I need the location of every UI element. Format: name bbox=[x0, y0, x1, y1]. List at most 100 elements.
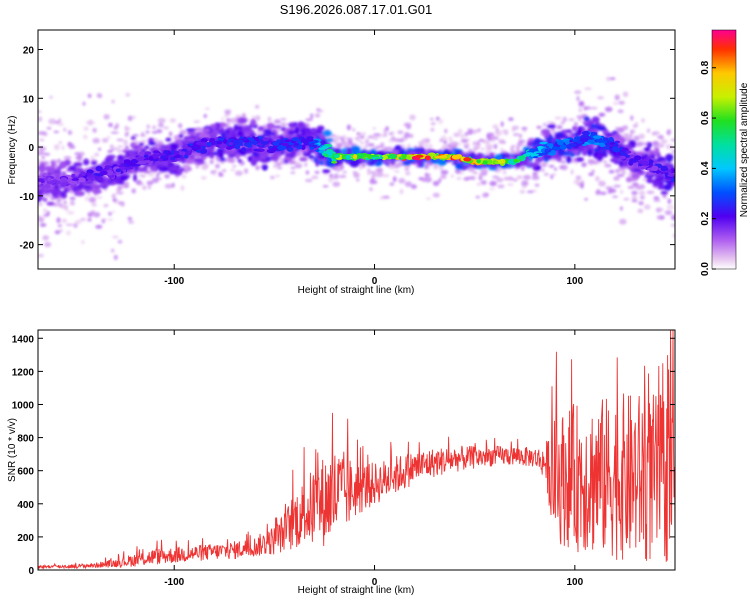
speckle bbox=[151, 125, 157, 130]
speckle bbox=[615, 168, 621, 174]
ridge-blob bbox=[353, 154, 358, 160]
speckle bbox=[365, 138, 370, 145]
spectrogram-ylabel: Frequency (Hz) bbox=[7, 116, 18, 185]
snr-xtick-label: 100 bbox=[566, 577, 583, 588]
speckle bbox=[107, 135, 111, 140]
speckle bbox=[103, 203, 108, 208]
cloud-blob bbox=[382, 159, 392, 163]
snr-xlabel: Height of straight line (km) bbox=[298, 585, 415, 596]
cloud-blob bbox=[349, 159, 360, 167]
speckle bbox=[335, 174, 339, 178]
speckle bbox=[359, 141, 365, 145]
ridge-blob bbox=[651, 165, 659, 172]
spectrogram-ytick-label: -10 bbox=[20, 192, 35, 203]
speckle bbox=[652, 140, 660, 147]
speckle bbox=[87, 93, 92, 99]
ridge-blob bbox=[104, 170, 114, 176]
speckle bbox=[112, 235, 119, 239]
cloud-blob bbox=[635, 151, 646, 156]
ridge-blob bbox=[334, 154, 340, 159]
speckle bbox=[58, 140, 63, 145]
ridge-blob bbox=[217, 137, 225, 141]
ridge-blob bbox=[576, 140, 582, 144]
cloud-blob bbox=[593, 147, 599, 153]
ridge-blob bbox=[424, 155, 431, 161]
cloud-blob bbox=[38, 164, 47, 173]
speckle bbox=[171, 182, 175, 188]
speckle bbox=[65, 223, 74, 226]
ridge-blob bbox=[451, 154, 461, 160]
speckle bbox=[110, 248, 115, 253]
cloud-blob bbox=[92, 188, 102, 194]
speckle bbox=[577, 115, 582, 122]
speckle bbox=[38, 110, 42, 114]
ridge-blob bbox=[277, 144, 287, 151]
speckle bbox=[444, 128, 448, 134]
speckle bbox=[496, 177, 504, 183]
ridge-blob bbox=[574, 136, 582, 141]
speckle bbox=[350, 143, 355, 147]
cloud-blob bbox=[370, 149, 377, 156]
colorbar-tick-label: 0.8 bbox=[700, 60, 711, 74]
speckle bbox=[433, 163, 438, 170]
speckle bbox=[69, 146, 76, 149]
cloud-blob bbox=[42, 197, 48, 202]
speckle bbox=[619, 189, 624, 195]
speckle bbox=[156, 129, 163, 134]
speckle bbox=[470, 148, 477, 154]
cloud-blob bbox=[216, 147, 224, 154]
speckle bbox=[255, 165, 260, 171]
speckle bbox=[81, 240, 85, 244]
speckle bbox=[38, 150, 45, 156]
speckle bbox=[110, 131, 119, 134]
speckle bbox=[46, 211, 50, 216]
cloud-blob bbox=[185, 128, 196, 132]
snr-xtick-label: 0 bbox=[372, 577, 378, 588]
speckle bbox=[338, 175, 347, 178]
speckle bbox=[183, 164, 191, 168]
cloud-blob bbox=[278, 134, 285, 140]
ridge-blob bbox=[246, 144, 253, 148]
ridge-blob bbox=[539, 141, 549, 145]
cloud-blob bbox=[657, 157, 666, 162]
speckle bbox=[276, 127, 282, 133]
speckle bbox=[56, 199, 62, 203]
spectrogram-ytick-label: -20 bbox=[20, 241, 35, 252]
speckle bbox=[410, 184, 417, 190]
speckle bbox=[395, 138, 402, 141]
cloud-blob bbox=[225, 129, 230, 135]
speckle bbox=[599, 191, 607, 195]
speckle bbox=[480, 168, 489, 175]
speckle bbox=[193, 120, 201, 123]
cloud-blob bbox=[249, 133, 257, 137]
cloud-blob bbox=[322, 169, 331, 173]
speckle bbox=[117, 145, 124, 149]
speckle bbox=[290, 171, 296, 174]
speckle bbox=[41, 156, 45, 160]
speckle bbox=[638, 201, 644, 206]
speckle bbox=[622, 125, 629, 131]
speckle bbox=[542, 161, 548, 167]
speckle bbox=[132, 134, 139, 137]
cloud-blob bbox=[253, 156, 262, 162]
speckle bbox=[372, 127, 377, 130]
cloud-blob bbox=[543, 131, 550, 138]
cloud-blob bbox=[602, 148, 607, 155]
speckle bbox=[61, 218, 68, 223]
speckle bbox=[66, 210, 75, 215]
colorbar-tick-label: 0.6 bbox=[700, 111, 711, 125]
speckle bbox=[288, 160, 296, 165]
speckle bbox=[74, 152, 81, 156]
speckle bbox=[437, 118, 444, 125]
speckle bbox=[638, 190, 646, 196]
cloud-blob bbox=[647, 142, 652, 148]
speckle bbox=[358, 165, 363, 170]
speckle bbox=[53, 144, 60, 151]
ridge-blob bbox=[206, 141, 212, 147]
speckle bbox=[373, 135, 379, 140]
speckle bbox=[663, 193, 667, 199]
ridge-blob bbox=[589, 139, 596, 145]
cloud-blob bbox=[201, 155, 206, 161]
speckle bbox=[608, 169, 615, 174]
